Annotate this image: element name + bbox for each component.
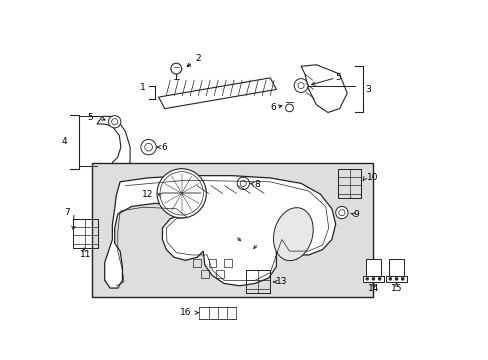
Circle shape [400,277,404,280]
Polygon shape [158,78,276,109]
FancyBboxPatch shape [385,276,407,282]
Ellipse shape [273,208,313,261]
Circle shape [394,277,397,280]
Circle shape [371,277,374,280]
FancyBboxPatch shape [362,276,384,282]
Text: 4: 4 [61,137,67,146]
FancyBboxPatch shape [388,259,404,276]
FancyBboxPatch shape [91,163,372,297]
Text: 6: 6 [161,143,166,152]
Text: 14: 14 [367,284,378,293]
Text: 5: 5 [335,73,341,82]
Text: 2: 2 [187,54,201,66]
Text: 5: 5 [87,113,93,122]
Text: 15: 15 [390,284,402,293]
Text: 13: 13 [276,278,287,287]
Polygon shape [104,176,335,288]
Circle shape [365,277,368,280]
Circle shape [108,116,121,128]
Polygon shape [97,116,130,168]
Circle shape [377,277,380,280]
Circle shape [171,63,182,74]
Text: 16: 16 [180,308,191,317]
Circle shape [144,143,152,151]
Circle shape [335,206,347,219]
Text: 1: 1 [140,82,145,91]
Circle shape [285,104,293,112]
Polygon shape [301,65,346,112]
Text: 10: 10 [366,174,377,183]
Circle shape [388,277,391,280]
Text: 12: 12 [142,190,153,199]
Text: 9: 9 [353,210,358,219]
FancyBboxPatch shape [365,259,380,276]
Text: 6: 6 [270,103,276,112]
Circle shape [157,169,206,218]
Circle shape [293,78,307,93]
Text: 8: 8 [254,180,260,189]
Text: 3: 3 [364,85,370,94]
Text: 11: 11 [80,251,91,260]
Text: 7: 7 [64,208,70,217]
Circle shape [237,177,249,189]
Circle shape [141,139,156,155]
